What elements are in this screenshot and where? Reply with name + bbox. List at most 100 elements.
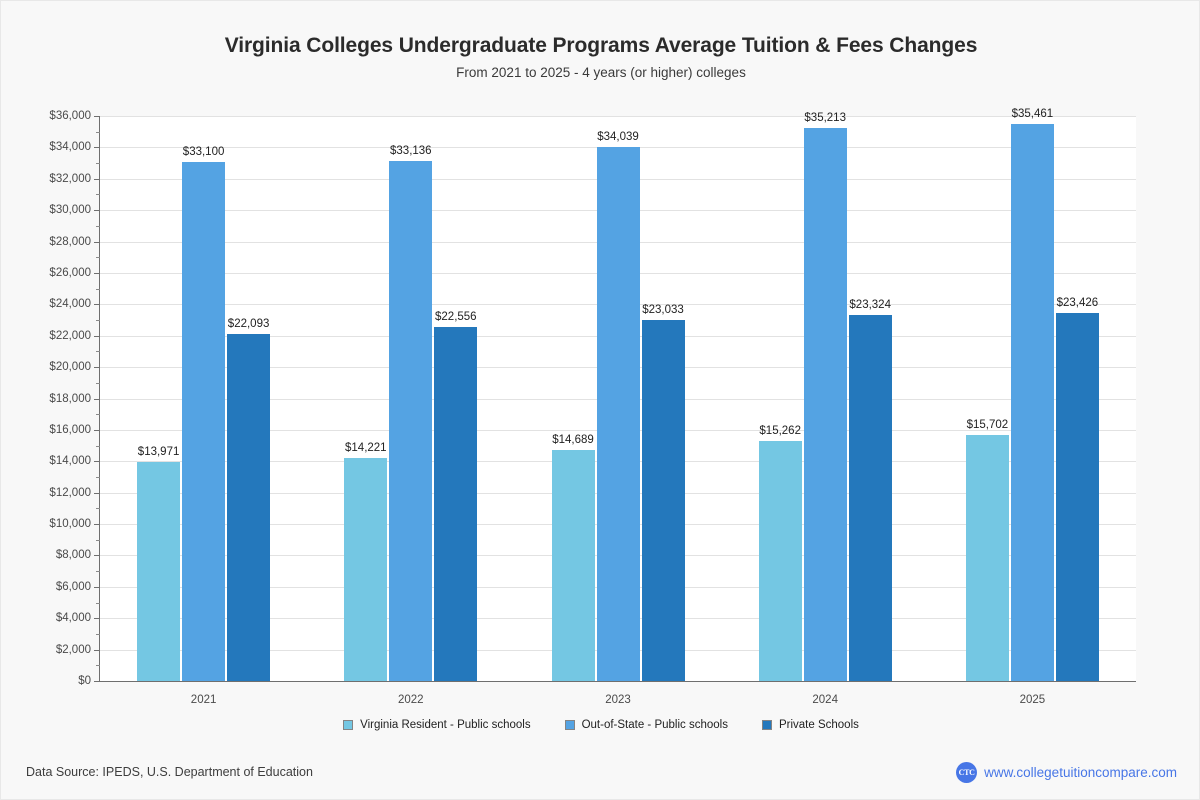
bar-value-label: $13,971 bbox=[137, 445, 180, 458]
y-axis-tick-label: $10,000 bbox=[49, 518, 91, 531]
bar-value-label: $23,426 bbox=[1056, 297, 1099, 310]
legend-item[interactable]: Virginia Resident - Public schools bbox=[343, 719, 531, 731]
bar[interactable]: $13,971 bbox=[137, 446, 181, 681]
y-tick-major bbox=[94, 461, 100, 463]
y-tick-major bbox=[94, 241, 100, 243]
bar-value-label: $35,213 bbox=[804, 112, 846, 125]
y-tick-minor bbox=[96, 665, 100, 667]
legend-item[interactable]: Out-of-State - Public schools bbox=[564, 719, 728, 731]
legend-swatch-icon bbox=[761, 720, 772, 730]
y-axis-tick-label: $30,000 bbox=[49, 204, 91, 217]
bar-value-label: $23,324 bbox=[849, 298, 891, 311]
y-axis-tick-label: $14,000 bbox=[49, 455, 91, 468]
brand-footer[interactable]: CTC www.collegetuitioncompare.com bbox=[956, 762, 1177, 783]
x-axis-tick-label: 2024 bbox=[812, 694, 838, 706]
y-axis-tick-label: $22,000 bbox=[49, 329, 91, 342]
y-tick-major bbox=[94, 586, 100, 588]
y-axis-tick-label: $18,000 bbox=[49, 392, 91, 405]
chart-plot-wrapper: $0 $2,000 $4,000 $6,000 $8,000 $10,000 $12,000… bbox=[49, 108, 1136, 706]
bar-group: $15,702 $35,461 $23,426 bbox=[965, 108, 1099, 681]
bar-value-label: $14,689 bbox=[552, 434, 594, 447]
y-axis-tick-label: $8,000 bbox=[55, 549, 91, 562]
y-tick-major bbox=[94, 304, 100, 306]
legend-item[interactable]: Private Schools bbox=[761, 719, 859, 731]
bar[interactable]: $35,461 bbox=[1010, 108, 1054, 681]
bar[interactable]: $35,213 bbox=[803, 112, 847, 681]
y-axis-tick-label: $12,000 bbox=[49, 486, 91, 499]
y-axis-tick-label: $2,000 bbox=[55, 643, 91, 656]
y-tick-major bbox=[94, 492, 100, 494]
y-axis-tick-label: $32,000 bbox=[49, 172, 91, 185]
y-tick-major bbox=[94, 524, 100, 526]
y-tick-minor bbox=[96, 571, 100, 573]
legend-swatch-icon bbox=[343, 720, 354, 730]
bar[interactable]: $15,262 bbox=[758, 425, 802, 681]
bar-value-label: $35,461 bbox=[1011, 108, 1054, 121]
bar[interactable]: $22,093 bbox=[227, 318, 271, 681]
y-tick-minor bbox=[96, 633, 100, 635]
bar[interactable]: $34,039 bbox=[596, 131, 640, 681]
chart-header: Virginia Colleges Undergraduate Programs… bbox=[1, 1, 1200, 80]
ctc-logo-icon: CTC bbox=[956, 762, 978, 783]
bar[interactable]: $33,100 bbox=[182, 146, 226, 681]
bar[interactable]: $33,136 bbox=[389, 145, 433, 681]
bar-group: $14,221 $33,136 $22,556 bbox=[344, 116, 478, 681]
legend-label: Out-of-State - Public schools bbox=[581, 719, 728, 731]
bar-group: $13,971 $33,100 $22,093 bbox=[137, 116, 271, 681]
y-tick-major bbox=[94, 367, 100, 369]
y-axis-tick-label: $0 bbox=[78, 675, 91, 687]
legend-label: Virginia Resident - Public schools bbox=[360, 719, 531, 731]
y-tick-minor bbox=[96, 382, 100, 384]
y-tick-minor bbox=[96, 476, 100, 478]
y-tick-major bbox=[94, 178, 100, 180]
y-tick-major bbox=[94, 555, 100, 557]
x-axis-line bbox=[99, 681, 1136, 682]
bar-value-label: $23,033 bbox=[642, 303, 684, 316]
bar[interactable]: $23,324 bbox=[848, 299, 892, 681]
x-axis-tick-label: 2022 bbox=[398, 694, 424, 706]
y-axis-tick-label: $36,000 bbox=[49, 110, 91, 122]
bar[interactable]: $14,689 bbox=[551, 434, 595, 681]
y-tick-major bbox=[94, 398, 100, 400]
y-tick-major bbox=[94, 618, 100, 620]
y-tick-minor bbox=[96, 508, 100, 510]
y-axis-tick-label: $26,000 bbox=[49, 266, 91, 279]
y-tick-minor bbox=[96, 131, 100, 133]
bar-value-label: $22,556 bbox=[435, 311, 477, 323]
y-tick-minor bbox=[96, 225, 100, 227]
y-tick-minor bbox=[96, 445, 100, 447]
bar-value-label: $34,039 bbox=[597, 130, 639, 143]
bar[interactable]: $22,556 bbox=[434, 311, 478, 681]
y-tick-minor bbox=[96, 602, 100, 604]
bar[interactable]: $15,702 bbox=[965, 419, 1009, 681]
y-axis-tick-label: $28,000 bbox=[49, 235, 91, 248]
legend-swatch-icon bbox=[564, 720, 575, 730]
bar-group: $14,689 $34,039 $23,033 bbox=[551, 116, 685, 681]
bar-group: $15,262 $35,213 $23,324 bbox=[758, 112, 892, 681]
x-axis-tick-label: 2021 bbox=[190, 694, 217, 706]
bar-value-label: $15,702 bbox=[966, 418, 1009, 431]
bar-value-label: $33,100 bbox=[182, 145, 225, 158]
page-title: Virginia Colleges Undergraduate Programs… bbox=[224, 34, 978, 57]
bar[interactable]: $23,033 bbox=[641, 304, 685, 681]
bar[interactable]: $23,426 bbox=[1055, 297, 1099, 681]
x-axis-tick-label: 2023 bbox=[605, 694, 631, 706]
x-axis-tick-label: 2025 bbox=[1019, 694, 1046, 706]
y-tick-minor bbox=[96, 351, 100, 353]
y-axis-tick-label: $16,000 bbox=[49, 423, 91, 436]
y-tick-major bbox=[94, 116, 100, 117]
data-source-text: Data Source: IPEDS, U.S. Department of E… bbox=[26, 765, 313, 779]
y-tick-major bbox=[94, 272, 100, 274]
y-tick-major bbox=[94, 210, 100, 212]
bar-value-label: $22,093 bbox=[227, 318, 270, 331]
bar-value-label: $14,221 bbox=[345, 441, 387, 454]
gridline bbox=[100, 116, 1136, 117]
bar-value-label: $15,262 bbox=[759, 425, 801, 438]
brand-url-link[interactable]: www.collegetuitioncompare.com bbox=[984, 765, 1177, 780]
y-tick-major bbox=[94, 429, 100, 431]
y-tick-minor bbox=[96, 414, 100, 416]
y-tick-minor bbox=[96, 320, 100, 322]
legend-label: Private Schools bbox=[778, 719, 859, 731]
bar[interactable]: $14,221 bbox=[344, 442, 388, 681]
y-tick-major bbox=[94, 649, 100, 651]
